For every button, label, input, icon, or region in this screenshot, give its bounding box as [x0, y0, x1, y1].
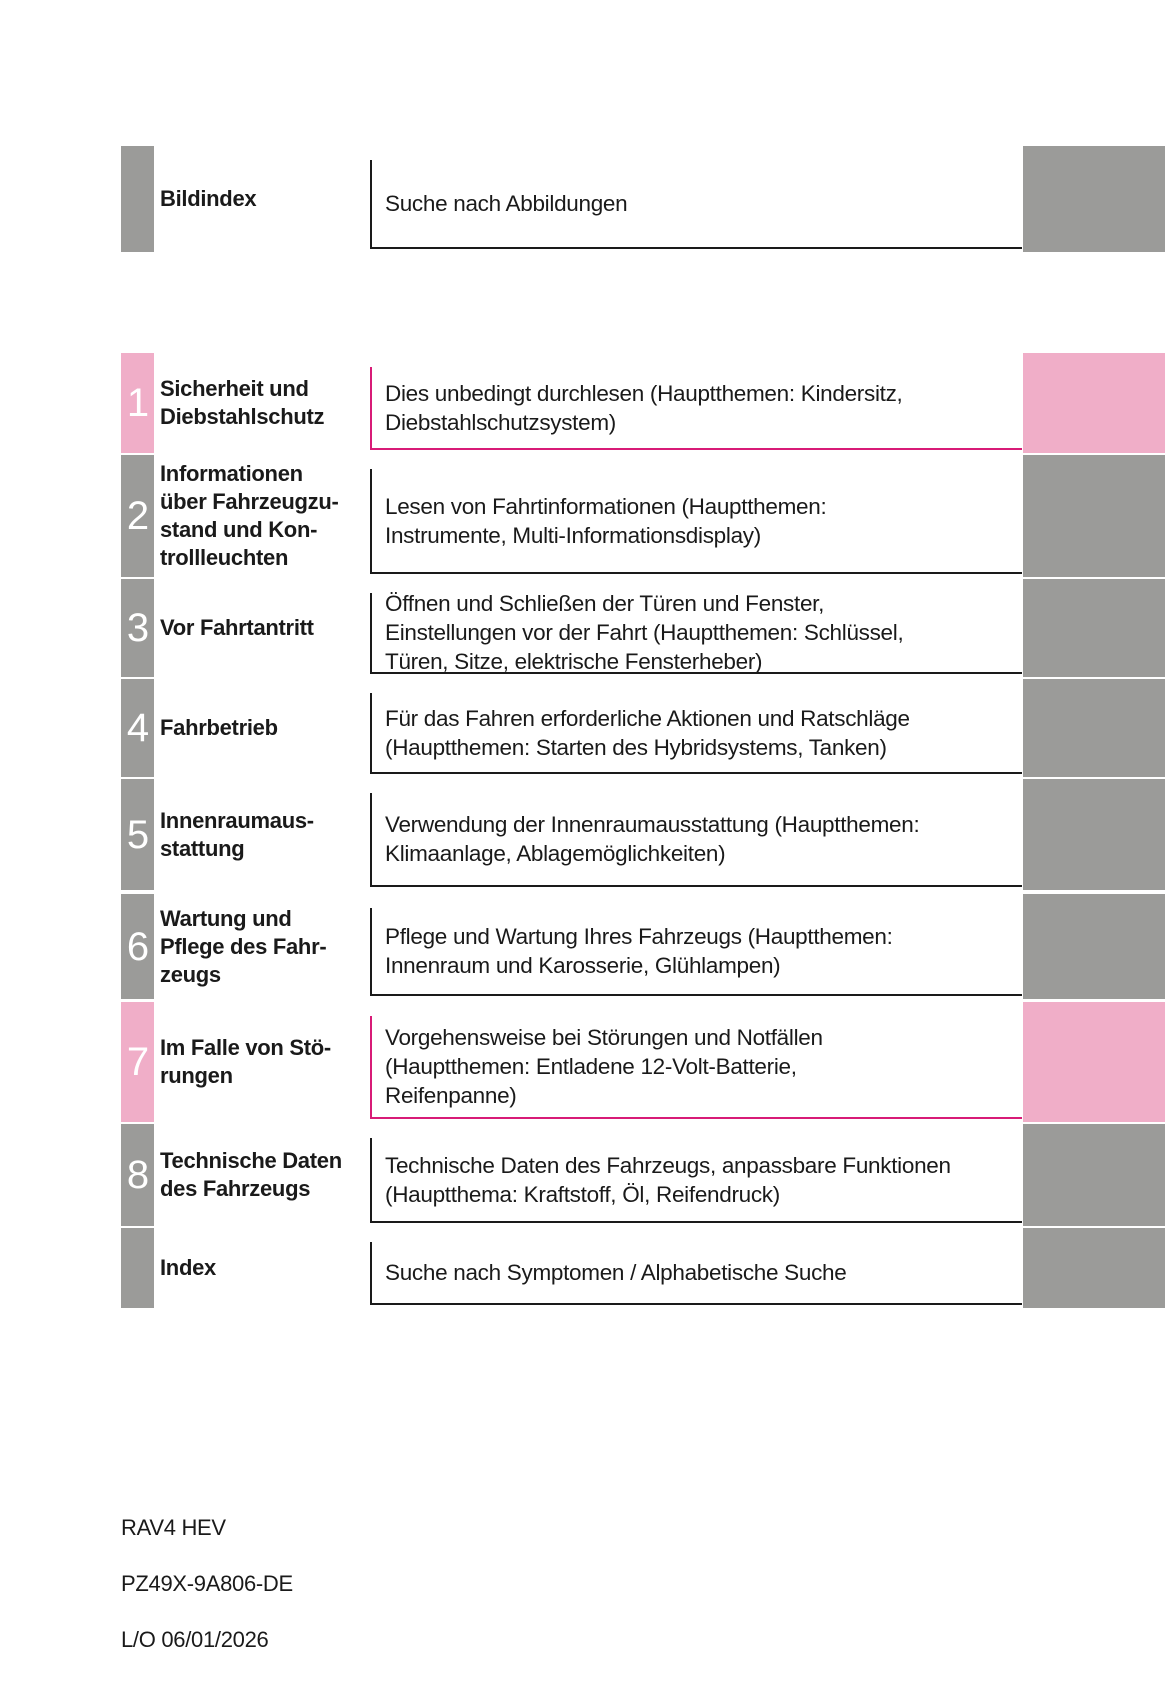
chapter-number: 1 [126, 381, 149, 425]
chapter-title: Vor Fahrtantritt [160, 615, 314, 640]
edge-tab-block [1023, 579, 1165, 677]
chapter-tab [121, 1228, 154, 1308]
chapter-tab [121, 146, 154, 252]
toc-row-1: 1 Sicherheit und Diebstahlschutz Dies un… [0, 353, 1165, 453]
toc-row-7: 7 Im Falle von Stö- rungen Vorgehensweis… [0, 1002, 1165, 1122]
chapter-number: 8 [126, 1153, 149, 1197]
chapter-number: 6 [126, 924, 149, 969]
chapter-number: 3 [126, 606, 149, 650]
chapter-number: 7 [126, 1040, 149, 1084]
chapter-title: Innenraumaus- stattung [160, 807, 314, 861]
chapter-tab: 1 [121, 353, 154, 453]
chapter-tab: 6 [121, 894, 154, 999]
chapter-title: Im Falle von Stö- rungen [160, 1035, 331, 1088]
chapter-title: Index [160, 1255, 216, 1280]
edge-tab-block [1023, 146, 1165, 252]
toc-row-3: 3 Vor Fahrtantritt Öffnen und Schließen … [0, 579, 1165, 677]
toc-row-2: 2 Informationen über Fahrzeugzu- stand u… [0, 455, 1165, 577]
chapter-description: Dies unbedingt durchlesen (Hauptthemen: … [370, 367, 1022, 450]
toc-row-6: 6 Wartung und Pflege des Fahr- zeugs Pfl… [0, 894, 1165, 999]
chapter-description: Verwendung der Innenraumausstattung (Hau… [370, 793, 1022, 887]
toc-row-8: 8 Technische Daten des Fahrzeugs Technis… [0, 1124, 1165, 1226]
chapter-description: Öffnen und Schließen der Türen und Fenst… [370, 591, 1022, 674]
edge-tab-block [1023, 679, 1165, 777]
edge-tab-block [1023, 1124, 1165, 1226]
chapter-title: Sicherheit und Diebstahlschutz [160, 376, 325, 429]
edge-tab-block [1023, 894, 1165, 999]
toc-row-index: Index Suche nach Symptomen / Alphabetisc… [0, 1228, 1165, 1308]
chapter-tab: 5 [121, 779, 154, 890]
edge-tab-block [1023, 1002, 1165, 1122]
chapter-tab: 7 [121, 1002, 154, 1122]
chapter-tab: 3 [121, 579, 154, 677]
chapter-number: 2 [126, 494, 149, 538]
chapter-description: Technische Daten des Fahrzeugs, anpassba… [370, 1138, 1022, 1223]
chapter-description: Vorgehensweise bei Störungen und Notfäll… [370, 1016, 1022, 1119]
chapter-title: Wartung und Pflege des Fahr- zeugs [160, 905, 327, 987]
publication-info: RAV4 HEV PZ49X-9A806-DE L/O 06/01/2026 [121, 1486, 293, 1682]
toc-row-4: 4 Fahrbetrieb Für das Fahren erforderlic… [0, 679, 1165, 777]
chapter-title: Informationen über Fahrzeugzu- stand und… [160, 461, 339, 570]
chapter-description: Für das Fahren erforderliche Aktionen un… [370, 693, 1022, 774]
toc-row-5: 5 Innenraumaus- stattung Verwendung der … [0, 779, 1165, 890]
part-number: PZ49X-9A806-DE [121, 1571, 293, 1596]
chapter-number: 5 [126, 812, 149, 857]
chapter-description: Lesen von Fahrtinformationen (Haupttheme… [370, 469, 1022, 574]
chapter-description: Suche nach Symptomen / Alphabetische Suc… [370, 1242, 1022, 1305]
layout-date: L/O 06/01/2026 [121, 1627, 269, 1652]
edge-tab-block [1023, 455, 1165, 577]
chapter-tab: 8 [121, 1124, 154, 1226]
chapter-tab: 2 [121, 455, 154, 577]
chapter-title: Fahrbetrieb [160, 715, 278, 740]
toc-row-bildindex: Bildindex Suche nach Abbildungen [0, 146, 1165, 252]
chapter-description: Suche nach Abbildungen [370, 160, 1022, 249]
chapter-title: Bildindex [160, 186, 257, 211]
edge-tab-block [1023, 1228, 1165, 1308]
chapter-description: Pflege und Wartung Ihres Fahrzeugs (Haup… [370, 908, 1022, 996]
model-name: RAV4 HEV [121, 1515, 226, 1540]
chapter-tab: 4 [121, 679, 154, 777]
chapter-title: Technische Daten des Fahrzeugs [160, 1148, 342, 1201]
chapter-number: 4 [126, 706, 149, 750]
edge-tab-block [1023, 779, 1165, 890]
edge-tab-block [1023, 353, 1165, 453]
